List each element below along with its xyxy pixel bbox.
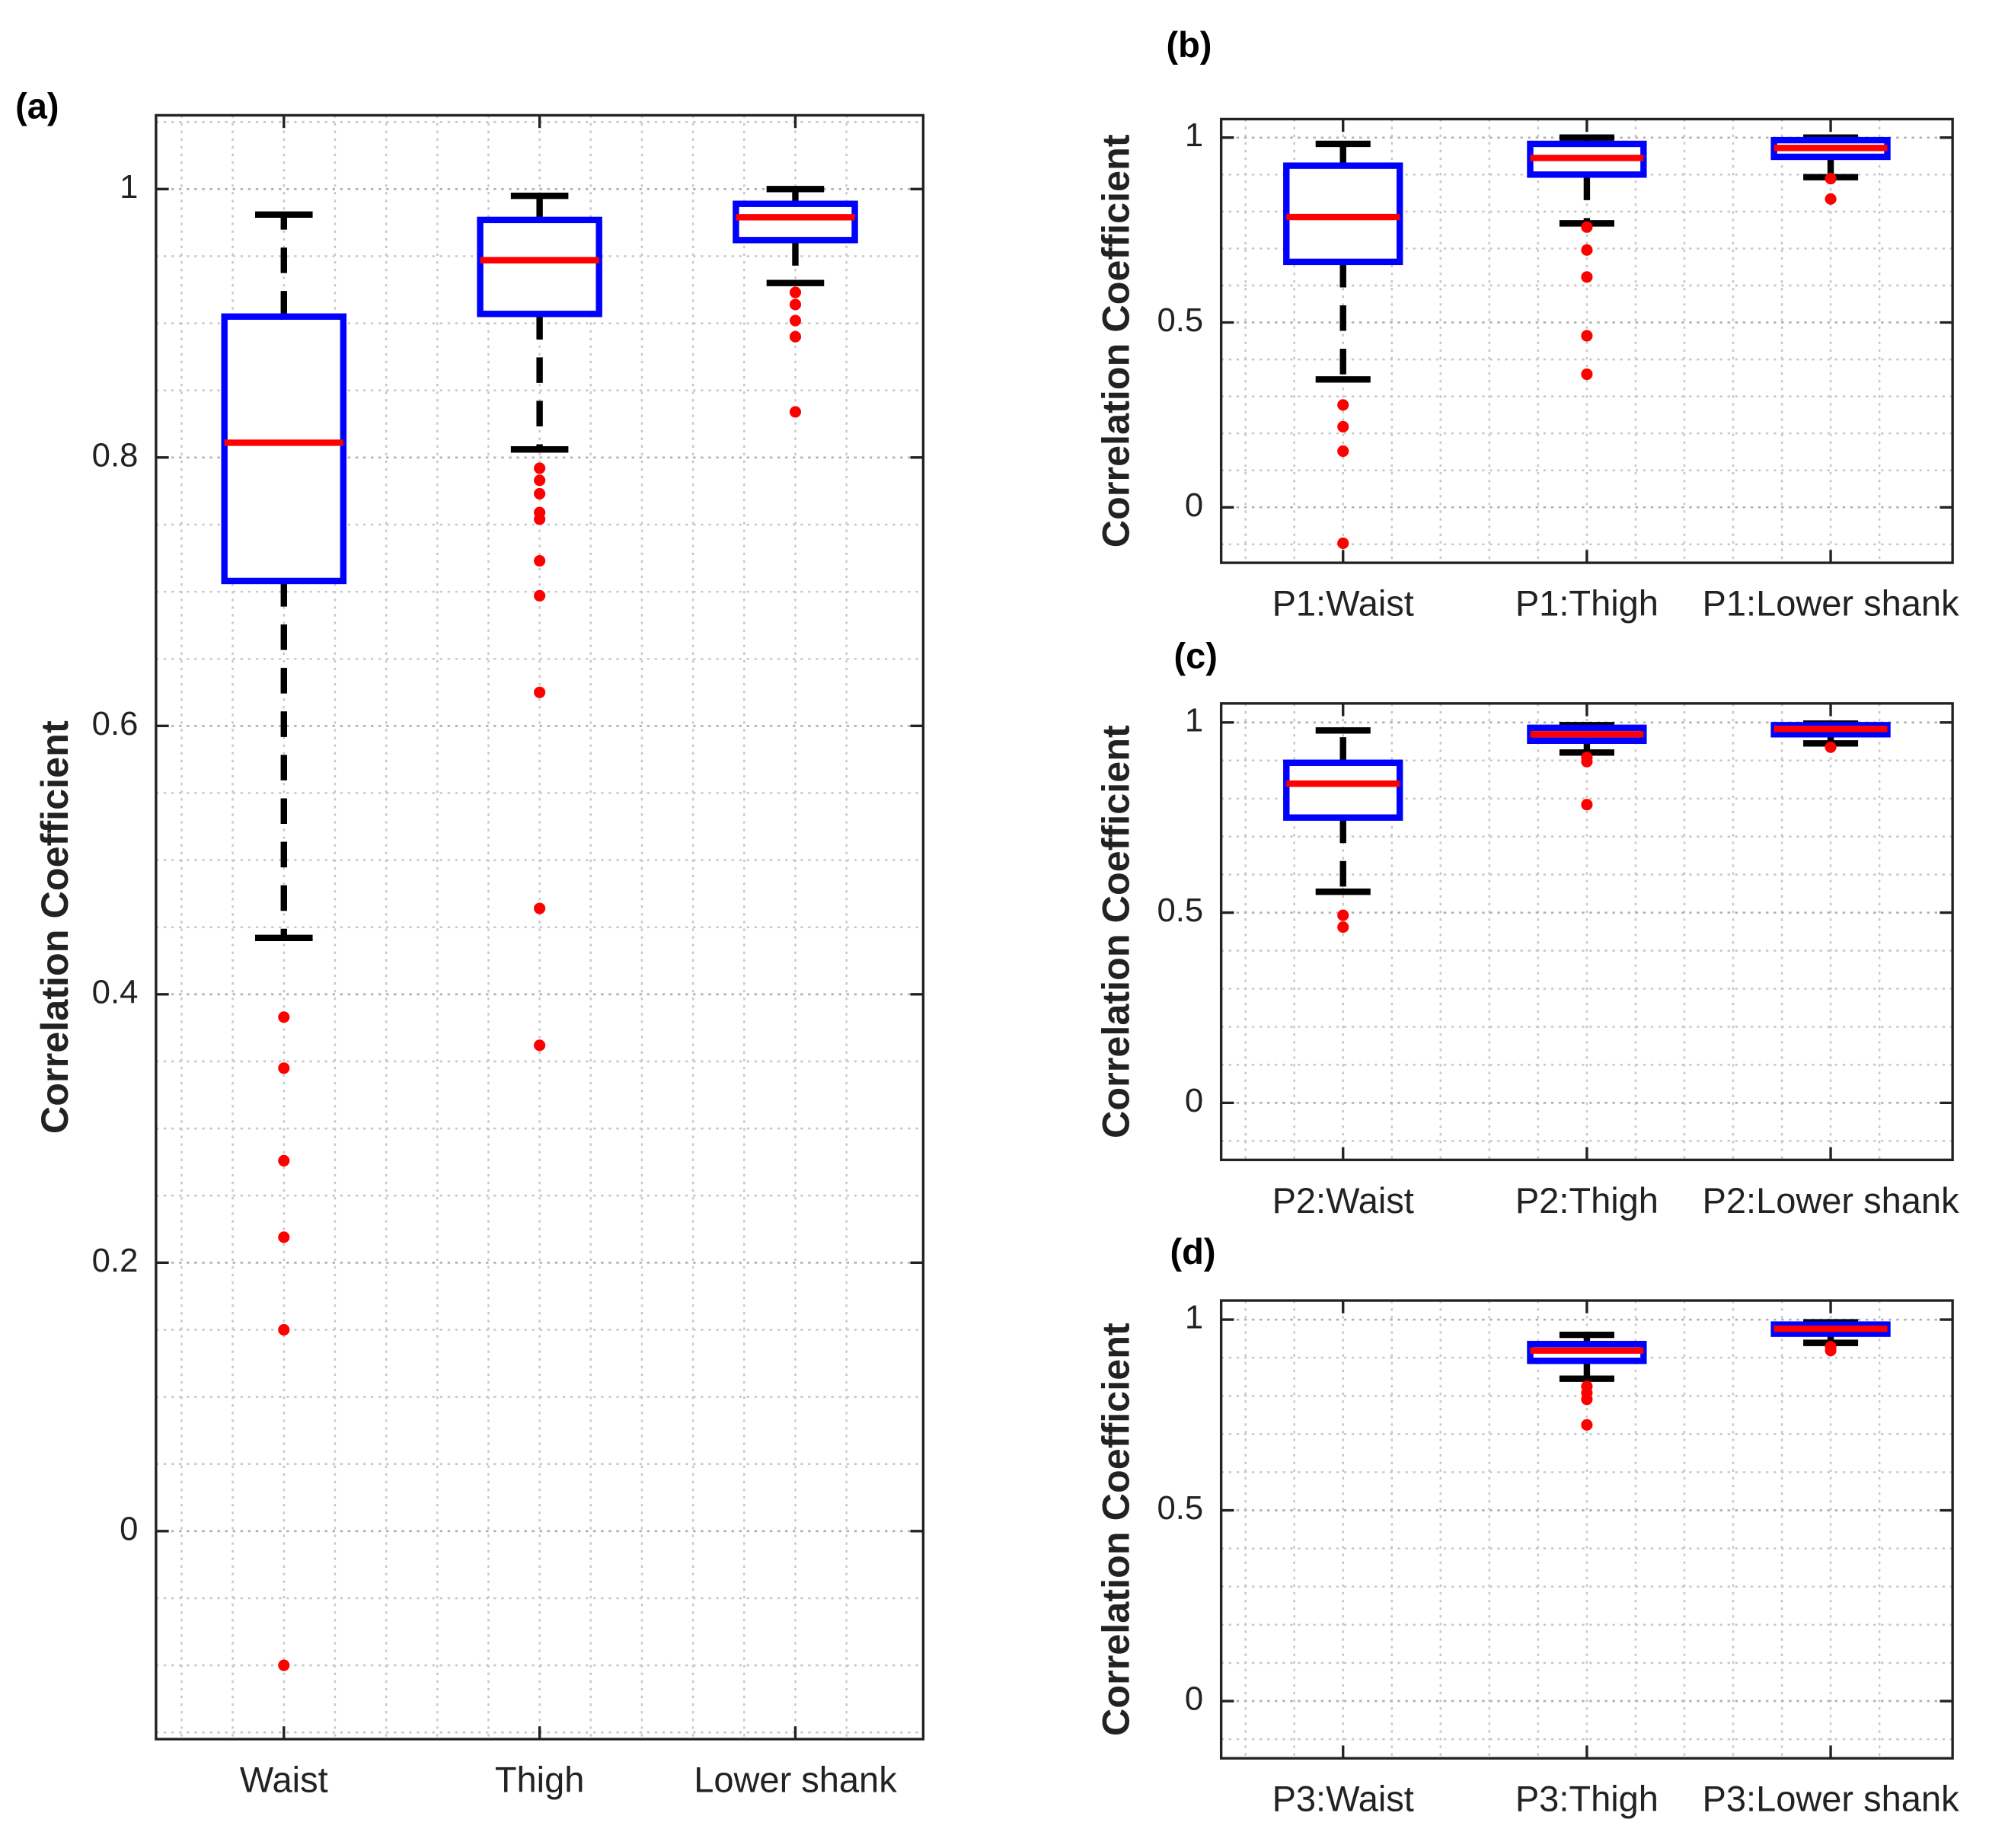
y-tick-label: 0 [1185,487,1203,524]
y-axis-label: Correlation Coefficient [1094,134,1138,547]
outlier [278,1659,290,1671]
outlier [1337,445,1349,458]
y-tick-label: 0 [120,1510,138,1547]
x-tick-label: P2:Thigh [1515,1180,1659,1221]
x-tick-label: P1:Thigh [1515,583,1659,624]
outlier [278,1062,290,1074]
box [1283,162,1403,266]
outlier [1337,921,1349,934]
x-tick-label: P2:Waist [1272,1180,1414,1221]
outlier [1825,193,1837,205]
y-tick-label: 0.6 [92,705,139,742]
box [477,216,602,318]
outlier [1337,420,1349,432]
outlier [1581,1419,1593,1431]
outlier [1337,537,1349,549]
y-tick-label: 0.4 [92,973,139,1010]
y-tick-label: 1 [1185,116,1203,154]
x-tick-label: P1:Waist [1272,583,1414,624]
outlier [789,314,802,327]
x-tick-label: P3:Lower shank [1703,1779,1960,1819]
outlier [534,513,546,525]
outlier [1581,1393,1593,1406]
y-axis-label: Correlation Coefficient [1094,725,1138,1138]
outlier [534,474,546,487]
outlier [534,487,546,500]
y-tick-label: 0.8 [92,436,139,474]
outlier [534,589,546,602]
outlier [534,462,546,474]
y-tick-label: 0.5 [1157,1489,1203,1527]
panel-label: (c) [1174,635,1218,675]
panel-label: (d) [1170,1231,1215,1272]
outlier [789,406,802,418]
y-tick-label: 0.2 [92,1242,139,1279]
outlier [1581,368,1593,381]
outlier [1337,399,1349,411]
outlier [1825,173,1837,185]
outlier [789,330,802,343]
y-tick-label: 0 [1185,1680,1203,1718]
outlier [278,1011,290,1023]
x-tick-label: P3:Waist [1272,1779,1414,1819]
outlier [789,286,802,298]
outlier [278,1323,290,1336]
outlier [1581,755,1593,768]
x-tick-label: P3:Thigh [1515,1779,1659,1819]
outlier [1581,799,1593,811]
outlier [1825,1345,1837,1357]
outlier [1581,330,1593,342]
box [1283,759,1403,821]
y-axis-label: Correlation Coefficient [33,720,76,1134]
panel-label: (a) [15,85,59,126]
outlier [534,554,546,567]
x-tick-label: P2:Lower shank [1703,1180,1960,1221]
x-tick-label: Thigh [495,1760,585,1800]
outlier [278,1231,290,1243]
x-tick-label: Waist [240,1760,328,1800]
outlier [1581,244,1593,256]
outlier [534,902,546,914]
y-tick-label: 1 [120,168,138,206]
y-tick-label: 0 [1185,1082,1203,1119]
y-tick-label: 1 [1185,701,1203,739]
y-tick-label: 0.5 [1157,892,1203,929]
outlier [1825,741,1837,753]
outlier [1581,271,1593,283]
panel-label: (b) [1166,24,1212,65]
y-tick-label: 1 [1185,1299,1203,1336]
y-axis-label: Correlation Coefficient [1094,1323,1138,1736]
outlier [278,1154,290,1167]
box [733,200,858,244]
box [221,313,347,585]
outlier [1337,909,1349,921]
outlier [789,298,802,311]
x-tick-label: Lower shank [694,1760,897,1800]
y-tick-label: 0.5 [1157,302,1203,339]
outlier [534,686,546,698]
outlier [1581,221,1593,233]
x-tick-label: P1:Lower shank [1703,583,1960,624]
outlier [534,1039,546,1052]
